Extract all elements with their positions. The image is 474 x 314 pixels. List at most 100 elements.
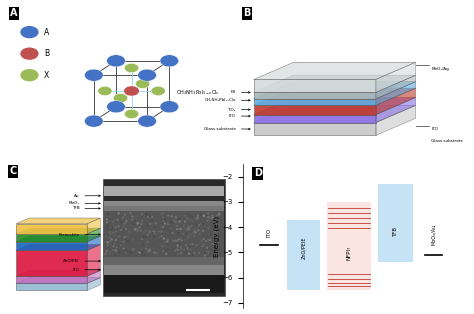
Point bbox=[132, 225, 140, 230]
Point bbox=[154, 251, 161, 256]
Point bbox=[214, 211, 221, 216]
Polygon shape bbox=[254, 88, 416, 105]
Point bbox=[156, 241, 164, 246]
Point bbox=[212, 219, 220, 225]
Text: MoOₓ/Au: MoOₓ/Au bbox=[431, 224, 436, 245]
Point bbox=[134, 220, 142, 225]
Text: ITO: ITO bbox=[229, 114, 250, 118]
Circle shape bbox=[107, 55, 125, 67]
Point bbox=[105, 238, 113, 243]
Point bbox=[130, 246, 137, 252]
Point bbox=[176, 236, 184, 241]
Point bbox=[144, 233, 151, 238]
Point bbox=[186, 232, 193, 237]
Point bbox=[159, 225, 167, 230]
Polygon shape bbox=[16, 250, 87, 276]
Point bbox=[160, 216, 168, 221]
Circle shape bbox=[21, 27, 38, 38]
Point bbox=[182, 212, 190, 217]
Polygon shape bbox=[16, 218, 100, 224]
Point bbox=[137, 211, 145, 216]
Point bbox=[210, 249, 218, 254]
Point bbox=[130, 246, 137, 252]
Point bbox=[106, 230, 114, 235]
Point bbox=[187, 241, 195, 246]
Point bbox=[108, 237, 116, 242]
Point bbox=[200, 213, 208, 218]
Point bbox=[106, 251, 114, 256]
Point bbox=[119, 215, 127, 220]
Point bbox=[103, 220, 110, 225]
Point bbox=[196, 232, 204, 237]
Polygon shape bbox=[254, 75, 416, 92]
Polygon shape bbox=[87, 236, 100, 250]
Point bbox=[120, 246, 128, 251]
Point bbox=[210, 253, 217, 258]
Point bbox=[140, 242, 148, 247]
Point bbox=[159, 215, 167, 220]
Point bbox=[144, 223, 151, 228]
Point bbox=[169, 239, 177, 244]
Bar bbox=[104, 265, 224, 275]
Point bbox=[138, 221, 146, 226]
Point bbox=[104, 212, 112, 217]
Point bbox=[141, 233, 149, 238]
Point bbox=[172, 238, 180, 243]
Point bbox=[112, 247, 119, 252]
Point bbox=[122, 226, 130, 231]
Point bbox=[215, 211, 223, 216]
Circle shape bbox=[98, 86, 112, 95]
Point bbox=[195, 223, 203, 228]
Circle shape bbox=[160, 101, 179, 113]
Point bbox=[139, 215, 146, 220]
Point bbox=[121, 212, 129, 217]
Point bbox=[119, 248, 127, 253]
Point bbox=[118, 241, 125, 246]
Point bbox=[161, 217, 169, 222]
Point bbox=[134, 222, 141, 227]
Point bbox=[194, 223, 202, 228]
Point bbox=[202, 249, 210, 254]
Point bbox=[144, 232, 151, 237]
Point bbox=[209, 232, 217, 237]
Point bbox=[158, 229, 165, 234]
Point bbox=[184, 234, 192, 239]
Point bbox=[213, 220, 220, 225]
Point bbox=[211, 229, 219, 234]
Point bbox=[174, 243, 182, 248]
Point bbox=[114, 211, 121, 216]
Y-axis label: Energy (eV): Energy (eV) bbox=[213, 215, 219, 257]
Point bbox=[123, 219, 130, 224]
Point bbox=[161, 243, 169, 248]
Point bbox=[172, 249, 179, 254]
Point bbox=[206, 238, 214, 243]
Point bbox=[202, 252, 210, 257]
Point bbox=[146, 229, 153, 234]
Point bbox=[149, 219, 157, 224]
Circle shape bbox=[21, 70, 38, 81]
Point bbox=[134, 228, 141, 233]
Point bbox=[105, 237, 113, 242]
Point bbox=[173, 227, 181, 232]
Point bbox=[124, 212, 132, 217]
Point bbox=[132, 224, 140, 229]
Point bbox=[191, 230, 198, 235]
Point bbox=[106, 216, 113, 221]
Text: TFB: TFB bbox=[393, 227, 398, 237]
Point bbox=[172, 219, 179, 224]
Point bbox=[160, 236, 168, 241]
Point bbox=[107, 230, 115, 236]
Point bbox=[154, 243, 162, 248]
Polygon shape bbox=[254, 105, 376, 115]
Point bbox=[128, 227, 135, 232]
Point bbox=[151, 229, 158, 234]
Point bbox=[115, 224, 122, 229]
Point bbox=[181, 247, 189, 252]
Point bbox=[163, 251, 170, 256]
Point bbox=[102, 251, 109, 256]
Point bbox=[200, 228, 207, 233]
Point bbox=[176, 219, 184, 224]
Circle shape bbox=[125, 63, 139, 73]
Point bbox=[174, 230, 182, 236]
Point bbox=[169, 230, 176, 236]
